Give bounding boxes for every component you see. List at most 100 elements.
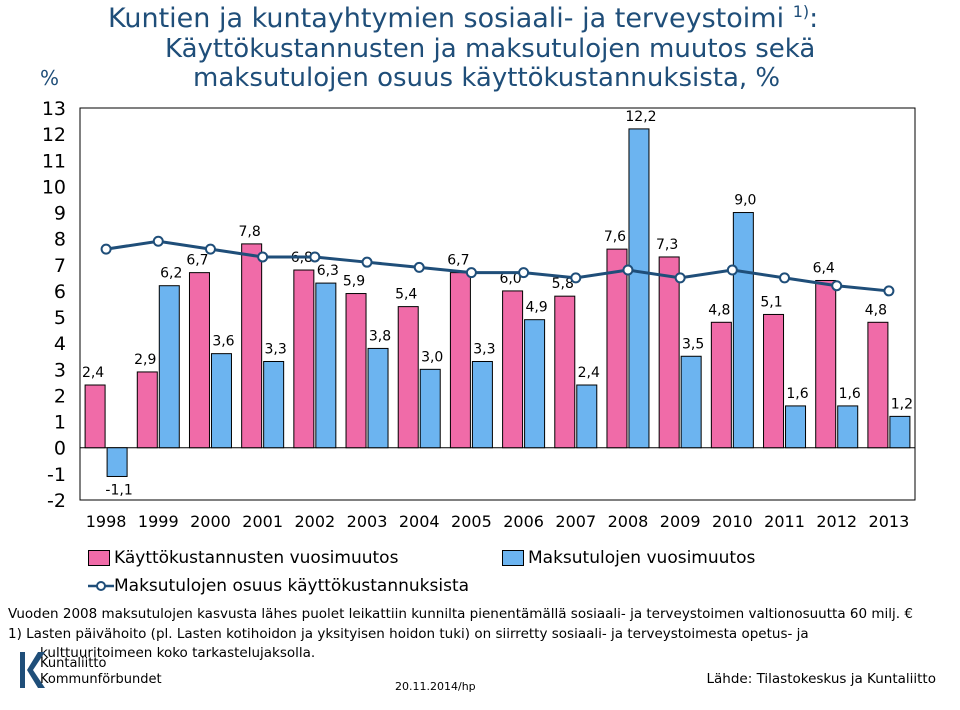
legend-label-cost: Käyttökustannusten vuosimuutos bbox=[114, 548, 399, 568]
y-tick-label: -1 bbox=[47, 464, 66, 486]
line-point-fee-share bbox=[570, 272, 582, 284]
x-tick-label: 2003 bbox=[347, 512, 388, 531]
data-label-cost: 4,8 bbox=[865, 302, 887, 318]
bar-cost bbox=[449, 272, 471, 449]
x-tick-label: 2013 bbox=[869, 512, 910, 531]
chart-title-line2: Käyttökustannusten ja maksutulojen muuto… bbox=[165, 34, 816, 64]
x-tick-label: 2005 bbox=[451, 512, 492, 531]
legend-swatch-cost bbox=[88, 550, 110, 566]
title-text: Kuntien ja kuntayhtymien sosiaali- ja te… bbox=[108, 3, 785, 34]
line-point-fee-share bbox=[831, 280, 843, 292]
line-point-fee-share bbox=[779, 272, 791, 284]
title-footnote-mark: 1) bbox=[792, 2, 810, 21]
line-point-fee-share bbox=[100, 243, 112, 255]
data-label-fee: 6,2 bbox=[160, 266, 182, 282]
data-label-cost: 2,4 bbox=[82, 365, 104, 381]
data-label-fee: 3,3 bbox=[265, 341, 287, 357]
x-tick-label: 2004 bbox=[399, 512, 440, 531]
bar-cost bbox=[136, 371, 158, 449]
bar-fee bbox=[837, 405, 859, 449]
data-label-fee: 9,0 bbox=[734, 193, 756, 209]
data-label-fee: 12,2 bbox=[625, 109, 656, 125]
bar-cost bbox=[293, 269, 315, 449]
kuntaliitto-logo bbox=[20, 652, 45, 688]
line-fee-share bbox=[105, 239, 890, 293]
bar-cost bbox=[345, 293, 367, 449]
bar-fee bbox=[680, 355, 702, 449]
line-point-fee-share bbox=[309, 251, 321, 263]
bar-cost bbox=[606, 248, 628, 449]
y-tick-label: 6 bbox=[54, 281, 66, 303]
bar-cost bbox=[84, 384, 106, 449]
x-tick-label: 2000 bbox=[190, 512, 231, 531]
bar-fee bbox=[315, 282, 337, 449]
line-point-fee-share bbox=[257, 251, 269, 263]
bar-fee bbox=[524, 319, 546, 449]
line-point-fee-share bbox=[413, 261, 425, 273]
data-label-fee: 3,3 bbox=[473, 341, 495, 357]
bar-cost bbox=[815, 279, 837, 449]
data-label-fee: 3,0 bbox=[421, 349, 443, 365]
note-footnote-1: 1) Lasten päivähoito (pl. Lasten kotihoi… bbox=[8, 626, 809, 642]
x-tick-label: 2007 bbox=[555, 512, 596, 531]
data-label-cost: 5,1 bbox=[760, 294, 782, 310]
bar-cost bbox=[867, 321, 889, 449]
legend-label-fee: Maksutulojen vuosimuutos bbox=[528, 548, 756, 568]
chart-title-line3: maksutulojen osuus käyttökustannuksista,… bbox=[193, 63, 781, 93]
y-tick-label: 5 bbox=[54, 307, 66, 329]
bar-cost bbox=[763, 313, 785, 449]
line-point-fee-share bbox=[465, 267, 477, 279]
data-label-fee: 1,6 bbox=[786, 386, 808, 402]
data-label-cost: 6,4 bbox=[813, 260, 835, 276]
y-tick-label: 9 bbox=[54, 203, 66, 225]
y-tick-label: 3 bbox=[54, 359, 66, 381]
x-tick-label: 2011 bbox=[764, 512, 805, 531]
data-label-cost: 7,8 bbox=[239, 224, 261, 240]
legend-swatch-fee bbox=[502, 550, 524, 566]
bar-cost bbox=[502, 290, 524, 449]
bar-fee bbox=[889, 415, 911, 449]
y-tick-label: 13 bbox=[42, 98, 66, 120]
data-label-cost: 5,4 bbox=[395, 287, 417, 303]
y-tick-label: 12 bbox=[42, 124, 66, 146]
bar-cost bbox=[658, 256, 680, 449]
y-tick-label: 10 bbox=[42, 176, 66, 198]
bar-fee bbox=[419, 368, 441, 449]
y-tick-label: 0 bbox=[54, 438, 66, 460]
legend-item-cost: Käyttökustannusten vuosimuutos bbox=[88, 548, 398, 568]
bar-fee bbox=[263, 360, 285, 449]
data-label-cost: 5,9 bbox=[343, 274, 365, 290]
line-point-fee-share bbox=[883, 285, 895, 297]
plot-area bbox=[79, 107, 916, 501]
x-tick-label: 2008 bbox=[608, 512, 649, 531]
legend-item-fee: Maksutulojen vuosimuutos bbox=[502, 548, 755, 568]
bar-fee bbox=[628, 128, 650, 449]
x-tick-label: 1999 bbox=[138, 512, 179, 531]
data-label-fee: -1,1 bbox=[105, 482, 132, 498]
data-label-cost: 2,9 bbox=[134, 352, 156, 368]
data-label-fee: 2,4 bbox=[578, 365, 600, 381]
data-label-cost: 5,8 bbox=[552, 276, 574, 292]
bar-fee bbox=[367, 347, 389, 449]
bar-fee bbox=[106, 447, 128, 477]
line-point-fee-share bbox=[726, 264, 738, 276]
note-footnote-1-cont: kulttuuritoimeen koko tarkastelujaksolla… bbox=[40, 645, 316, 661]
data-label-cost: 4,8 bbox=[708, 302, 730, 318]
bar-cost bbox=[188, 272, 210, 449]
bar-fee bbox=[471, 360, 493, 449]
line-point-fee-share bbox=[361, 256, 373, 268]
y-tick-label: 8 bbox=[54, 229, 66, 251]
title-colon: : bbox=[809, 3, 819, 34]
x-tick-label: 2002 bbox=[294, 512, 335, 531]
y-tick-label: 7 bbox=[54, 255, 66, 277]
data-label-cost: 6,7 bbox=[186, 253, 208, 269]
data-label-cost: 6,7 bbox=[447, 253, 469, 269]
date-stamp: 20.11.2014/hp bbox=[395, 680, 476, 693]
data-label-fee: 3,8 bbox=[369, 328, 391, 344]
bar-line-chart: -2-101234567891011121319982,4-1,119992,9… bbox=[42, 98, 916, 531]
bar-cost bbox=[710, 321, 732, 449]
bar-cost bbox=[554, 295, 576, 449]
x-tick-label: 2009 bbox=[660, 512, 701, 531]
bar-fee bbox=[210, 353, 232, 449]
data-label-fee: 3,5 bbox=[682, 336, 704, 352]
